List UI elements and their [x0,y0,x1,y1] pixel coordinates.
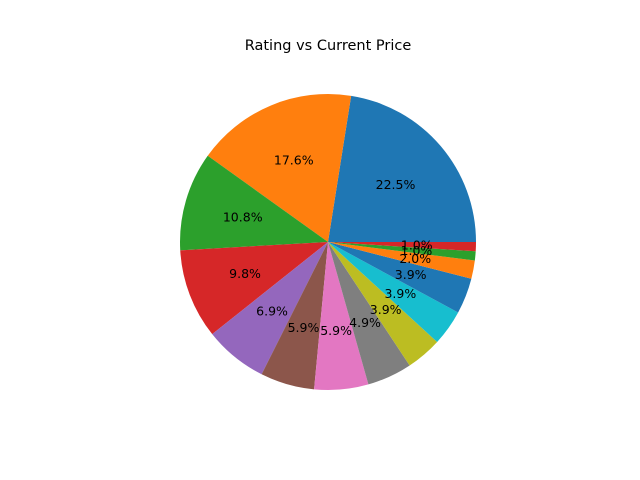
pie-slice-label-7: 5.9% [320,323,352,338]
pie-slice-label-1: 22.5% [376,177,416,192]
pie-slice-label-4: 9.8% [229,266,261,281]
pie-slice-label-2: 17.6% [274,153,314,168]
pie-slice-label-11: 3.9% [395,267,427,282]
pie-slice-label-6: 5.9% [288,320,320,335]
pie-slice-label-9: 3.9% [370,302,402,317]
pie-slice-label-5: 6.9% [256,303,288,318]
pie-slice-label-3: 10.8% [223,210,263,225]
pie-slice-label-8: 4.9% [349,315,381,330]
pie-slice-label-10: 3.9% [384,286,416,301]
pie-slice-label-14: 1.0% [401,237,433,252]
chart-title: Rating vs Current Price [245,38,412,54]
